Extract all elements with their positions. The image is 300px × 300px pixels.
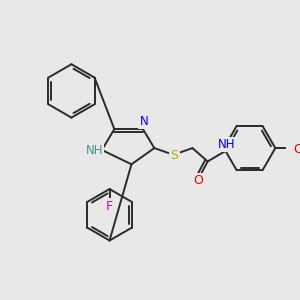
Text: O: O <box>193 174 203 187</box>
Text: NH: NH <box>218 138 236 151</box>
Text: NH: NH <box>85 143 103 157</box>
Text: F: F <box>106 200 113 213</box>
Text: S: S <box>170 149 178 162</box>
Text: O: O <box>293 142 300 155</box>
Text: N: N <box>140 115 148 128</box>
